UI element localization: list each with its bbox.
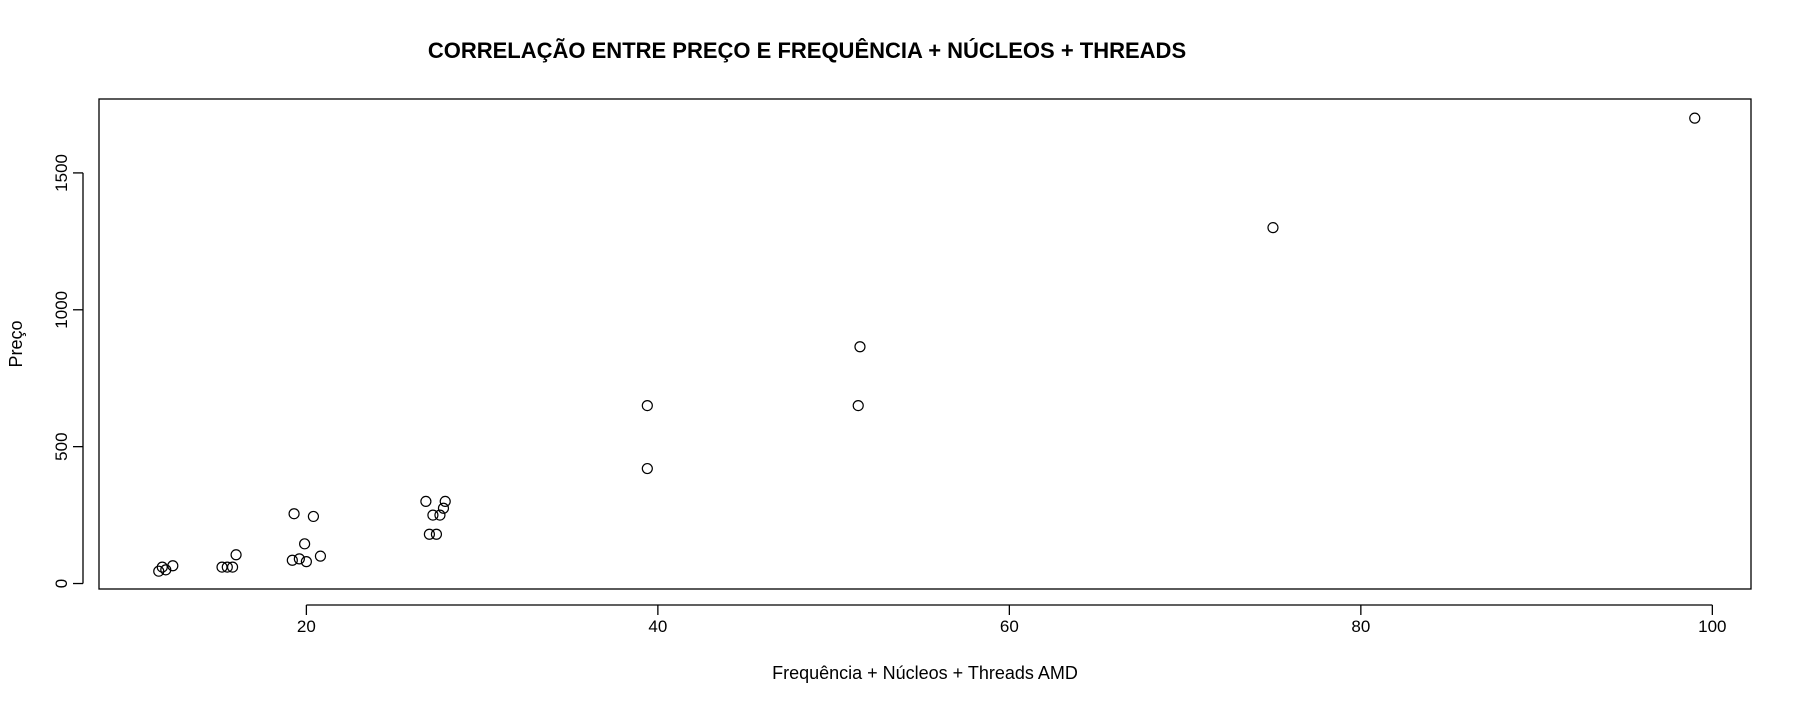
data-points [153,112,1701,577]
data-point [226,561,239,573]
data-point [641,399,653,412]
x-tick-label: 20 [297,617,316,636]
data-point [167,560,179,572]
x-tick-label: 100 [1698,617,1726,636]
data-point [230,549,242,561]
data-point [439,495,451,508]
data-point [221,561,233,573]
y-axis: 0 500 1000 1500 [52,154,84,588]
data-point [852,399,864,412]
y-tick-label: 0 [52,579,71,588]
data-point [423,528,435,540]
x-tick-label: 40 [648,617,667,636]
y-axis-label: Preço [6,320,26,367]
data-point [307,510,320,523]
data-point [854,341,866,353]
data-point [156,561,168,573]
chart-title: CORRELAÇÃO ENTRE PREÇO E FREQUÊNCIA + NÚ… [428,38,1186,63]
data-point [1689,112,1701,124]
x-tick-label: 80 [1351,617,1370,636]
data-point [641,462,653,475]
plot-area-frame [98,98,1752,590]
y-tick-label: 500 [52,432,71,460]
x-axis: 20 40 60 80 100 [297,604,1727,636]
data-point [293,553,305,565]
y-tick-label: 1500 [52,154,71,192]
data-point [437,502,450,514]
x-axis-label: Frequência + Núcleos + Threads AMD [772,663,1078,683]
data-point [300,556,312,568]
x-tick-label: 60 [1000,617,1019,636]
data-point [420,495,432,508]
data-point [434,509,446,521]
data-point [1267,222,1279,234]
y-tick-label: 1000 [52,291,71,329]
data-point [430,528,443,540]
data-point [286,554,298,566]
data-point [153,565,165,577]
data-point [314,550,327,562]
data-point [299,538,311,550]
data-point [427,509,439,521]
data-point [288,508,300,520]
